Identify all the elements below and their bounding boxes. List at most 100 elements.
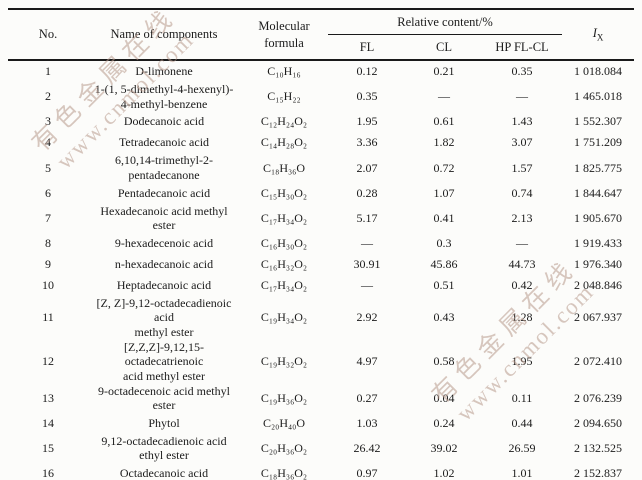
- cell-formula: C₁₆H₃₂O₂: [260, 256, 308, 271]
- cell-ix: 1 919.433: [574, 235, 623, 250]
- cell-hp: 3.07: [511, 135, 533, 150]
- cell-name: 9-hexadecenoic acid: [114, 235, 214, 250]
- cell-fl: 2.92: [356, 310, 378, 325]
- cell-hp: 1.28: [511, 310, 533, 325]
- cell-name: Dodecanoic acid: [123, 114, 205, 129]
- cell-cl: 0.58: [433, 354, 455, 369]
- cell-formula: C₁₇H₃₄O₂: [260, 277, 308, 292]
- cell-hp: 1.57: [511, 160, 533, 175]
- table-row: 6 Pentadecanoic acid C₁₅H₃₀O₂ 0.28 1.07 0.74 1…: [8, 183, 634, 204]
- cell-no: 14: [42, 415, 54, 430]
- cell-no: 16: [42, 466, 54, 480]
- cell-no: 12: [42, 354, 54, 369]
- cell-name: 9,12-octadecadienoic acid ethyl ester: [101, 433, 227, 463]
- cell-ix: 1 905.670: [574, 210, 623, 225]
- cell-fl: 0.28: [356, 185, 378, 200]
- column-header-name: Name of components: [110, 27, 218, 41]
- table-row: 1 D-limonene C₁₀H₁₆ 0.12 0.21 0.35 1 018.084: [8, 60, 634, 82]
- cell-fl: 3.36: [356, 135, 378, 150]
- cell-fl: 0.97: [356, 466, 378, 480]
- cell-no: 10: [42, 277, 54, 292]
- cell-no: 13: [42, 390, 54, 405]
- cell-ix: 2 094.650: [574, 415, 623, 430]
- cell-formula: C₁₈H₃₆O₂: [260, 466, 308, 480]
- cell-fl: 1.95: [356, 114, 378, 129]
- cell-cl: 1.02: [433, 466, 455, 480]
- cell-fl: 0.35: [356, 89, 378, 104]
- cell-name: Octadecanoic acid: [119, 466, 209, 480]
- header-row-sub: FL CL HP FL-CL: [8, 35, 634, 61]
- cell-formula: C₁₀H₁₆: [267, 64, 301, 79]
- cell-formula: C₁₇H₃₄O₂: [260, 210, 308, 225]
- cell-fl: 0.12: [356, 64, 378, 79]
- cell-ix: 2 132.525: [574, 441, 623, 456]
- cell-formula: C₁₄H₂₈O₂: [260, 135, 308, 150]
- cell-cl: 45.86: [430, 256, 458, 271]
- cell-hp: 1.43: [511, 114, 533, 129]
- table-row: 2 1-(1, 5-dimethyl-4-hexenyl)- 4-methyl-b…: [8, 82, 634, 111]
- table-row: 8 9-hexadecenoic acid C₁₆H₃₀O₂ — 0.3 — 1 919.4…: [8, 233, 634, 254]
- cell-fl: 2.07: [356, 160, 378, 175]
- table-row: 5 6,10,14-trimethyl-2-pentadecanone C₁₈H₃₆…: [8, 153, 634, 182]
- column-header-hp-fl-cl: HP FL-CL: [495, 39, 549, 54]
- cell-cl: 0.24: [433, 415, 455, 430]
- cell-no: 4: [45, 135, 51, 150]
- cell-ix: 1 465.018: [574, 89, 623, 104]
- cell-fl: 0.27: [356, 390, 378, 405]
- ix-subscript-label: X: [596, 32, 604, 43]
- table-row: 16 Octadecanoic acid C₁₈H₃₆O₂ 0.97 1.02 1.01 2…: [8, 463, 634, 480]
- table-row: 3 Dodecanoic acid C₁₂H₂₄O₂ 1.95 0.61 1.43 1 55…: [8, 111, 634, 132]
- cell-ix: 2 076.239: [574, 390, 623, 405]
- cell-hp: 0.11: [511, 390, 533, 405]
- cell-cl: 0.61: [433, 114, 455, 129]
- cell-formula: C₁₆H₃₀O₂: [260, 235, 308, 250]
- cell-hp: 0.44: [511, 415, 533, 430]
- cell-formula: C₂₀H₃₆O₂: [260, 441, 308, 456]
- cell-hp: —: [516, 89, 529, 104]
- table-body: 1 D-limonene C₁₀H₁₆ 0.12 0.21 0.35 1 018.084 2 1…: [8, 60, 634, 480]
- cell-no: 11: [42, 310, 54, 325]
- cell-no: 15: [42, 441, 54, 456]
- cell-name: Pentadecanoic acid: [117, 185, 211, 200]
- cell-name: Tetradecanoic acid: [118, 135, 210, 150]
- cell-ix: 1 751.209: [574, 135, 623, 150]
- cell-fl: —: [361, 277, 373, 292]
- cell-formula: C₁₉H₃₆O₂: [260, 390, 308, 405]
- cell-no: 3: [45, 114, 51, 129]
- cell-name: [Z, Z]-9,12-octadecadienoic acid methyl …: [96, 295, 232, 339]
- header-row-main: No. Name of components Molecular formula…: [8, 9, 634, 50]
- cell-hp: 44.73: [508, 256, 536, 271]
- cell-hp: 26.59: [508, 441, 536, 456]
- cell-formula: C₁₅H₂₂: [267, 89, 301, 104]
- table-row: 13 9-octadecenoic acid methyl ester C₁₉H₃₆…: [8, 384, 634, 413]
- cell-no: 8: [45, 235, 51, 250]
- cell-cl: 0.3: [436, 235, 452, 250]
- cell-cl: 0.51: [433, 277, 455, 292]
- cell-formula: C₁₉H₃₂O₂: [260, 354, 308, 369]
- cell-hp: 0.35: [511, 64, 533, 79]
- column-header-fl: FL: [359, 39, 375, 54]
- table-row: 12 [Z,Z,Z]-9,12,15-octadecatrienoic acid …: [8, 340, 634, 384]
- cell-no: 1: [45, 64, 51, 79]
- column-header-formula: Molecular formula: [258, 18, 310, 50]
- cell-no: 7: [45, 210, 51, 225]
- table-header: No. Name of components Molecular formula…: [8, 9, 635, 61]
- cell-fl: 5.17: [356, 210, 378, 225]
- cell-ix: 1 018.084: [574, 64, 623, 79]
- cell-hp: 2.13: [511, 210, 533, 225]
- cell-hp: 1.95: [511, 354, 533, 369]
- cell-cl: 0.04: [433, 390, 455, 405]
- cell-fl: 4.97: [356, 354, 378, 369]
- cell-name: Phytol: [148, 415, 180, 430]
- table-row: 10 Heptadecanoic acid C₁₇H₃₄O₂ — 0.51 0.42 2 0…: [8, 275, 634, 296]
- cell-name: Hexadecanoic acid methyl ester: [100, 203, 228, 233]
- cell-ix: 2 067.937: [574, 310, 623, 325]
- table-row: 7 Hexadecanoic acid methyl ester C₁₇H₃₄O₂ 5…: [8, 204, 634, 233]
- components-table: No. Name of components Molecular formula…: [8, 8, 635, 480]
- cell-no: 9: [45, 256, 51, 271]
- cell-cl: 0.72: [433, 160, 455, 175]
- cell-cl: 0.43: [433, 310, 455, 325]
- table-row: 11 [Z, Z]-9,12-octadecadienoic acid methy…: [8, 296, 634, 340]
- column-header-cl: CL: [436, 39, 452, 54]
